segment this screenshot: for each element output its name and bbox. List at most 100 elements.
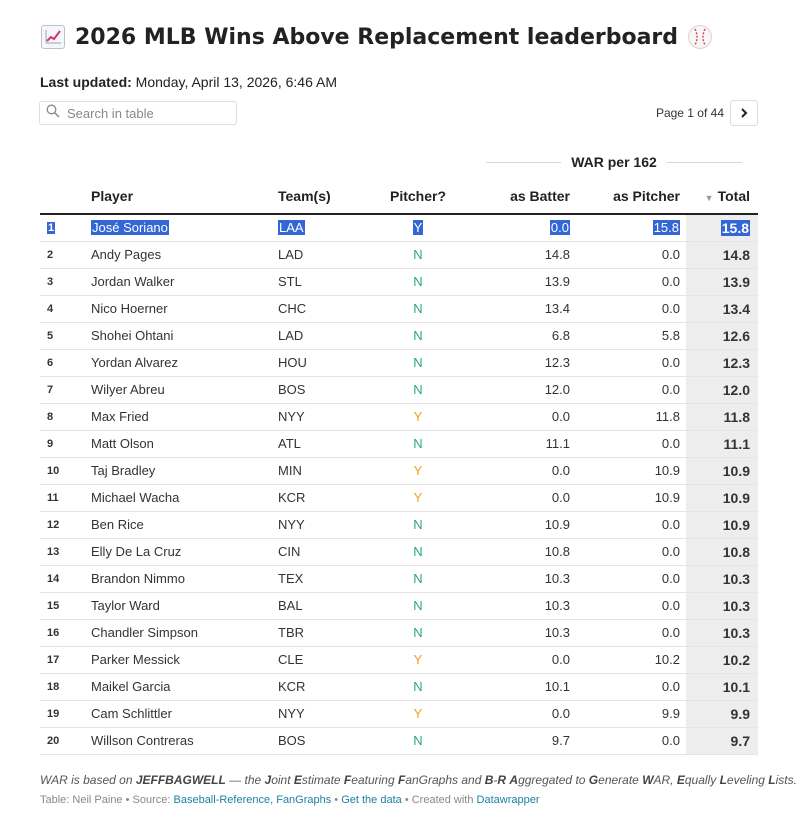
footnote-name: JEFFBAGWELL [135, 773, 226, 787]
header-teams[interactable]: Team(s) [278, 178, 362, 215]
team-value: LAA [278, 220, 305, 236]
acronym-letter: G [588, 773, 599, 787]
total-value: 10.3 [722, 570, 750, 587]
table-row: 15 Taylor Ward BAL N 10.3 0.0 10.3 [40, 592, 758, 620]
player-cell: Wilyer Abreu [91, 376, 278, 404]
table-header-row: Player Team(s) Pitcher? as Batter as Pit… [40, 178, 758, 215]
player-cell: Andy Pages [91, 241, 278, 269]
team-cell: BOS [278, 727, 362, 755]
header-as-pitcher[interactable]: as Pitcher [576, 178, 686, 215]
page-indicator: Page 1 of 44 [655, 106, 724, 120]
as-batter-cell: 13.9 [474, 268, 576, 296]
total-value: 12.3 [722, 354, 750, 371]
player-name: Chandler Simpson [91, 625, 198, 640]
player-name: Shohei Ohtani [91, 328, 174, 343]
player-cell: Matt Olson [91, 430, 278, 458]
group-header-rule-left [486, 161, 562, 163]
next-page-button[interactable] [730, 100, 758, 126]
player-cell: Elly De La Cruz [91, 538, 278, 566]
data-separator: • [331, 794, 342, 806]
pitcher-cell: N [362, 538, 474, 566]
as-batter-cell: 0.0 [474, 403, 576, 431]
team-value: KCR [278, 679, 306, 694]
header-pitcher[interactable]: Pitcher? [362, 178, 474, 215]
player-cell: Taj Bradley [91, 457, 278, 485]
total-cell: 10.9 [686, 484, 758, 512]
table-row: 16 Chandler Simpson TBR N 10.3 0.0 10.3 [40, 619, 758, 647]
table-row: 7 Wilyer Abreu BOS N 12.0 0.0 12.0 [40, 376, 758, 404]
team-cell: LAD [278, 322, 362, 350]
rank-cell: 12 [40, 511, 91, 539]
acronym-word-rest: - [493, 773, 498, 787]
source-link[interactable]: Baseball-Reference, FanGraphs [173, 794, 332, 806]
pitcher-cell: Y [362, 457, 474, 485]
rank-cell: 19 [40, 700, 91, 728]
total-value: 10.9 [722, 516, 750, 533]
team-value: TEX [278, 571, 304, 586]
rank-cell: 20 [40, 727, 91, 755]
as-pitcher-value: 10.9 [654, 490, 680, 505]
table-row: 12 Ben Rice NYY N 10.9 0.0 10.9 [40, 511, 758, 539]
source-line: Table: Neil Paine • Source: Baseball-Ref… [40, 794, 540, 806]
sort-descending-icon: ▼ [704, 192, 714, 203]
pitcher-flag: N [413, 517, 423, 532]
pitcher-flag: N [413, 571, 423, 586]
header-as-batter[interactable]: as Batter [474, 178, 576, 215]
as-batter-cell: 0.0 [474, 457, 576, 485]
search-box[interactable] [39, 101, 237, 125]
rank-value: 19 [47, 707, 60, 720]
acronym-word-rest: ggregated to [518, 773, 589, 787]
acronym-letter: R [497, 773, 507, 787]
as-pitcher-value: 0.0 [661, 544, 680, 559]
pitcher-flag: Y [413, 652, 423, 667]
as-batter-value: 12.0 [544, 382, 570, 397]
acronym-word-rest: eaturing [351, 773, 398, 787]
search-input[interactable] [67, 105, 227, 121]
table-row: 1 José Soriano LAA Y 0.0 15.8 15.8 [40, 214, 758, 242]
as-batter-cell: 10.9 [474, 511, 576, 539]
acronym-letter: F [397, 773, 406, 787]
as-pitcher-value: 10.9 [654, 463, 680, 478]
player-name: Andy Pages [91, 247, 162, 262]
team-value: LAD [278, 328, 304, 343]
table-row: 4 Nico Hoerner CHC N 13.4 0.0 13.4 [40, 295, 758, 323]
as-batter-cell: 12.0 [474, 376, 576, 404]
team-cell: CHC [278, 295, 362, 323]
player-name: Willson Contreras [91, 733, 194, 748]
total-cell: 11.1 [686, 430, 758, 458]
table-row: 8 Max Fried NYY Y 0.0 11.8 11.8 [40, 403, 758, 431]
header-total[interactable]: ▼ Total [686, 178, 758, 215]
as-batter-value: 11.1 [545, 436, 570, 451]
player-cell: Yordan Alvarez [91, 349, 278, 377]
pitcher-flag: N [413, 544, 423, 559]
pitcher-cell: N [362, 268, 474, 296]
team-cell: NYY [278, 700, 362, 728]
datawrapper-link[interactable]: Datawrapper [476, 794, 540, 806]
rank-cell: 2 [40, 241, 91, 269]
header-player[interactable]: Player [91, 178, 278, 215]
as-pitcher-cell: 10.9 [576, 484, 686, 512]
rank-value: 14 [47, 572, 60, 585]
pitcher-flag: N [413, 598, 423, 613]
acronym-word-rest: enerate [598, 773, 643, 787]
rank-value: 15 [47, 599, 60, 612]
as-batter-value: 10.8 [544, 544, 570, 559]
total-value: 14.8 [722, 246, 750, 263]
table-row: 9 Matt Olson ATL N 11.1 0.0 11.1 [40, 430, 758, 458]
pitcher-cell: N [362, 565, 474, 593]
player-cell: Brandon Nimmo [91, 565, 278, 593]
player-cell: Maikel Garcia [91, 673, 278, 701]
team-cell: CIN [278, 538, 362, 566]
as-batter-value: 13.4 [544, 301, 570, 316]
get-data-link[interactable]: Get the data [341, 794, 402, 806]
player-name: Parker Messick [91, 652, 180, 667]
player-name: Max Fried [91, 409, 149, 424]
header-total-label: Total [717, 187, 750, 204]
team-value: NYY [278, 706, 305, 721]
pitcher-flag: N [413, 274, 423, 289]
rank-value: 18 [47, 680, 60, 693]
total-value: 10.9 [722, 462, 750, 479]
team-cell: KCR [278, 673, 362, 701]
table-row: 2 Andy Pages LAD N 14.8 0.0 14.8 [40, 241, 758, 269]
acronym-letter: B [484, 773, 494, 787]
